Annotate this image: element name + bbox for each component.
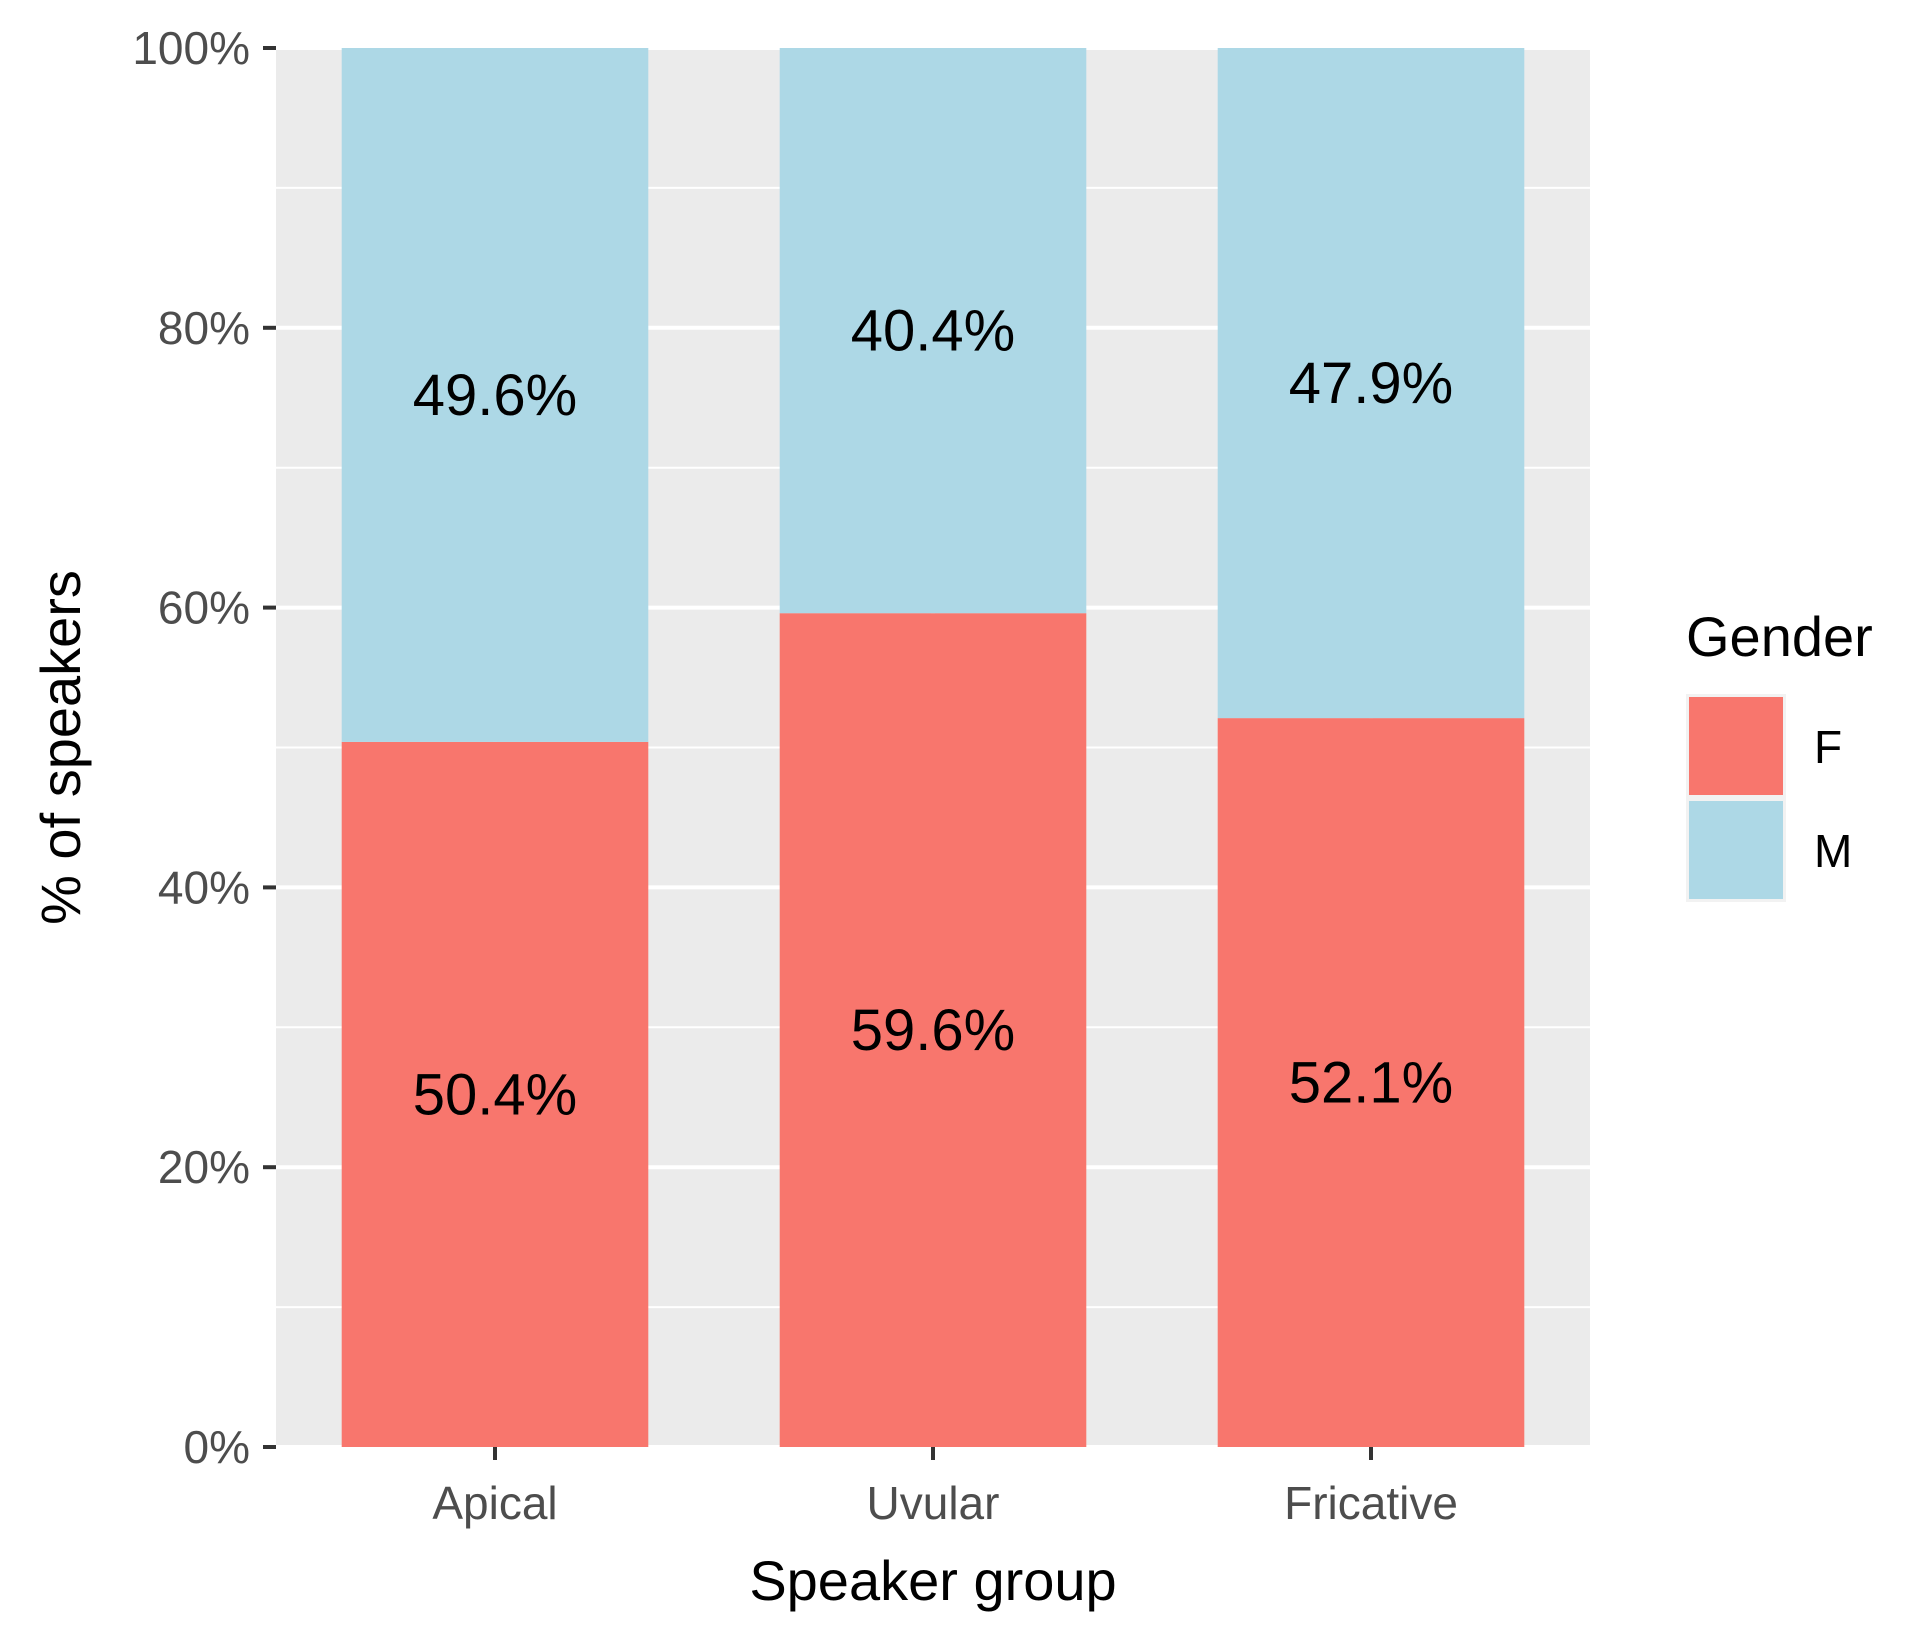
legend: Gender FM [1686,605,1873,902]
legend-label-F: F [1814,721,1842,773]
y-axis: 0% 20% 40% 60% 80% 100% [132,22,276,1473]
y-tick-label: 60% [158,582,250,634]
y-axis-title: % of speakers [29,570,92,925]
y-tick-label: 0% [184,1421,250,1473]
data-label-M-fricative: 47.9% [1289,351,1453,416]
bar-F-uvular [779,613,1087,1447]
bar-M-fricative [1217,48,1525,719]
legend-title: Gender [1686,605,1873,668]
y-tick-label: 20% [158,1141,250,1193]
data-labels: 50.4% 59.6% 52.1% 49.6% 40.4% 47.9% [413,299,1453,1128]
data-label-F-fricative: 52.1% [1289,1051,1453,1116]
legend-swatch-F [1689,697,1783,795]
bars [341,48,1525,1447]
bar-F-fricative [1217,718,1525,1447]
data-label-F-apical: 50.4% [413,1062,577,1127]
x-tick-label: Uvular [867,1477,1000,1529]
data-label-M-uvular: 40.4% [851,299,1015,364]
bar-M-uvular [779,48,1087,614]
y-tick-label: 40% [158,861,250,913]
legend-swatch-M [1689,801,1783,899]
x-axis-title: Speaker group [749,1549,1116,1612]
x-axis: Apical Uvular Fricative [432,1447,1458,1529]
bar-M-apical [341,48,649,742]
y-tick-label: 100% [132,22,250,74]
legend-label-M: M [1814,825,1852,877]
y-tick-label: 80% [158,302,250,354]
x-tick-label: Apical [432,1477,557,1529]
data-label-M-apical: 49.6% [413,363,577,428]
x-tick-label: Fricative [1284,1477,1458,1529]
bar-F-apical [341,741,649,1447]
data-label-F-uvular: 59.6% [851,998,1015,1063]
